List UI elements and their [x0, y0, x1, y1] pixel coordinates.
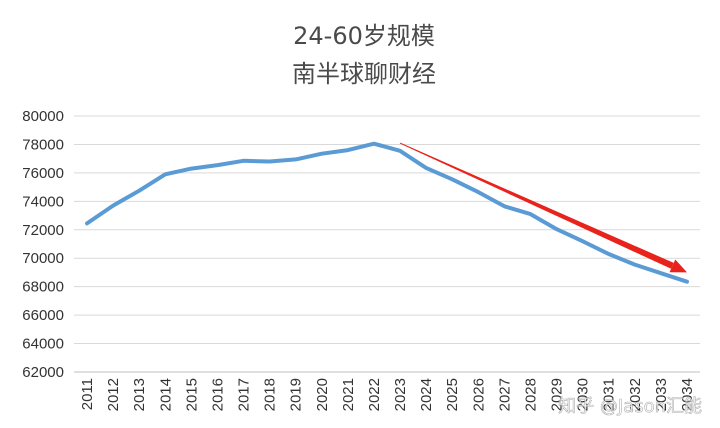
data-point	[528, 212, 532, 216]
x-tick-label: 2020	[314, 378, 331, 411]
series-line	[85, 141, 689, 284]
data-point	[163, 172, 167, 176]
data-point	[372, 142, 376, 146]
data-point	[268, 160, 272, 164]
data-point	[189, 167, 193, 171]
data-point	[450, 177, 454, 181]
data-point	[215, 163, 219, 167]
x-tick-label: 2025	[444, 378, 461, 411]
x-tick-label: 2031	[601, 378, 618, 411]
series-layer	[85, 141, 689, 284]
data-point	[633, 263, 637, 267]
x-tick-label: 2029	[549, 378, 566, 411]
watermark-text: 知乎 @Jason汇能	[558, 396, 702, 417]
x-tick-label: 2023	[392, 378, 409, 411]
data-point	[242, 159, 246, 163]
data-point	[581, 239, 585, 243]
data-point	[294, 157, 298, 161]
x-tick-label: 2018	[262, 378, 279, 411]
y-tick-label: 74000	[22, 193, 64, 210]
trend-annotation	[399, 142, 687, 273]
gridlines	[74, 115, 700, 373]
x-tick-label: 2033	[653, 378, 670, 411]
data-point	[85, 221, 89, 225]
y-tick-label: 62000	[22, 364, 64, 381]
x-tick-label: 2017	[236, 378, 253, 411]
data-point	[137, 189, 141, 193]
x-tick-label: 2030	[575, 378, 592, 411]
x-tick-label: 2014	[157, 378, 174, 411]
trend-arrow-shaft	[399, 142, 674, 269]
y-tick-label: 78000	[22, 136, 64, 153]
y-tick-label: 72000	[22, 222, 64, 239]
x-axis-ticks: 2011 2012 2013 2014 2015 2016 2017 2018 2019 2020…	[79, 378, 696, 411]
x-tick-label: 2015	[183, 378, 200, 411]
data-point	[555, 227, 559, 231]
trend-arrow-head	[669, 259, 687, 273]
x-tick-label: 2026	[470, 378, 487, 411]
data-point	[398, 149, 402, 153]
chart-subtitle: 南半球聊财经	[292, 60, 436, 88]
x-tick-label: 2034	[679, 378, 696, 411]
x-tick-label: 2027	[496, 378, 513, 411]
y-tick-label: 76000	[22, 165, 64, 182]
data-point	[111, 204, 115, 208]
data-point	[502, 204, 506, 208]
y-tick-label: 68000	[22, 279, 64, 296]
data-point	[607, 252, 611, 256]
data-point	[476, 190, 480, 194]
y-tick-label: 64000	[22, 336, 64, 353]
x-tick-label: 2013	[131, 378, 148, 411]
data-point	[346, 148, 350, 152]
data-point	[659, 271, 663, 275]
x-tick-label: 2024	[418, 378, 435, 411]
data-point	[685, 280, 689, 284]
x-tick-label: 2016	[209, 378, 226, 411]
chart-titles: 24-60岁规模 南半球聊财经	[292, 22, 436, 88]
x-tick-label: 2021	[340, 378, 357, 411]
data-point	[424, 166, 428, 170]
x-tick-label: 2011	[79, 378, 96, 410]
y-tick-label: 80000	[22, 108, 64, 125]
x-tick-label: 2028	[522, 378, 539, 411]
chart-title: 24-60岁规模	[293, 22, 435, 50]
data-point	[320, 152, 324, 156]
x-tick-label: 2012	[105, 378, 122, 411]
x-tick-label: 2019	[288, 378, 305, 411]
x-tick-label: 2032	[627, 378, 644, 411]
x-tick-label: 2022	[366, 378, 383, 411]
y-axis-ticks: 62000 64000 66000 68000 70000 72000 74000 76000…	[22, 108, 64, 381]
y-tick-label: 66000	[22, 307, 64, 324]
y-tick-label: 70000	[22, 250, 64, 267]
